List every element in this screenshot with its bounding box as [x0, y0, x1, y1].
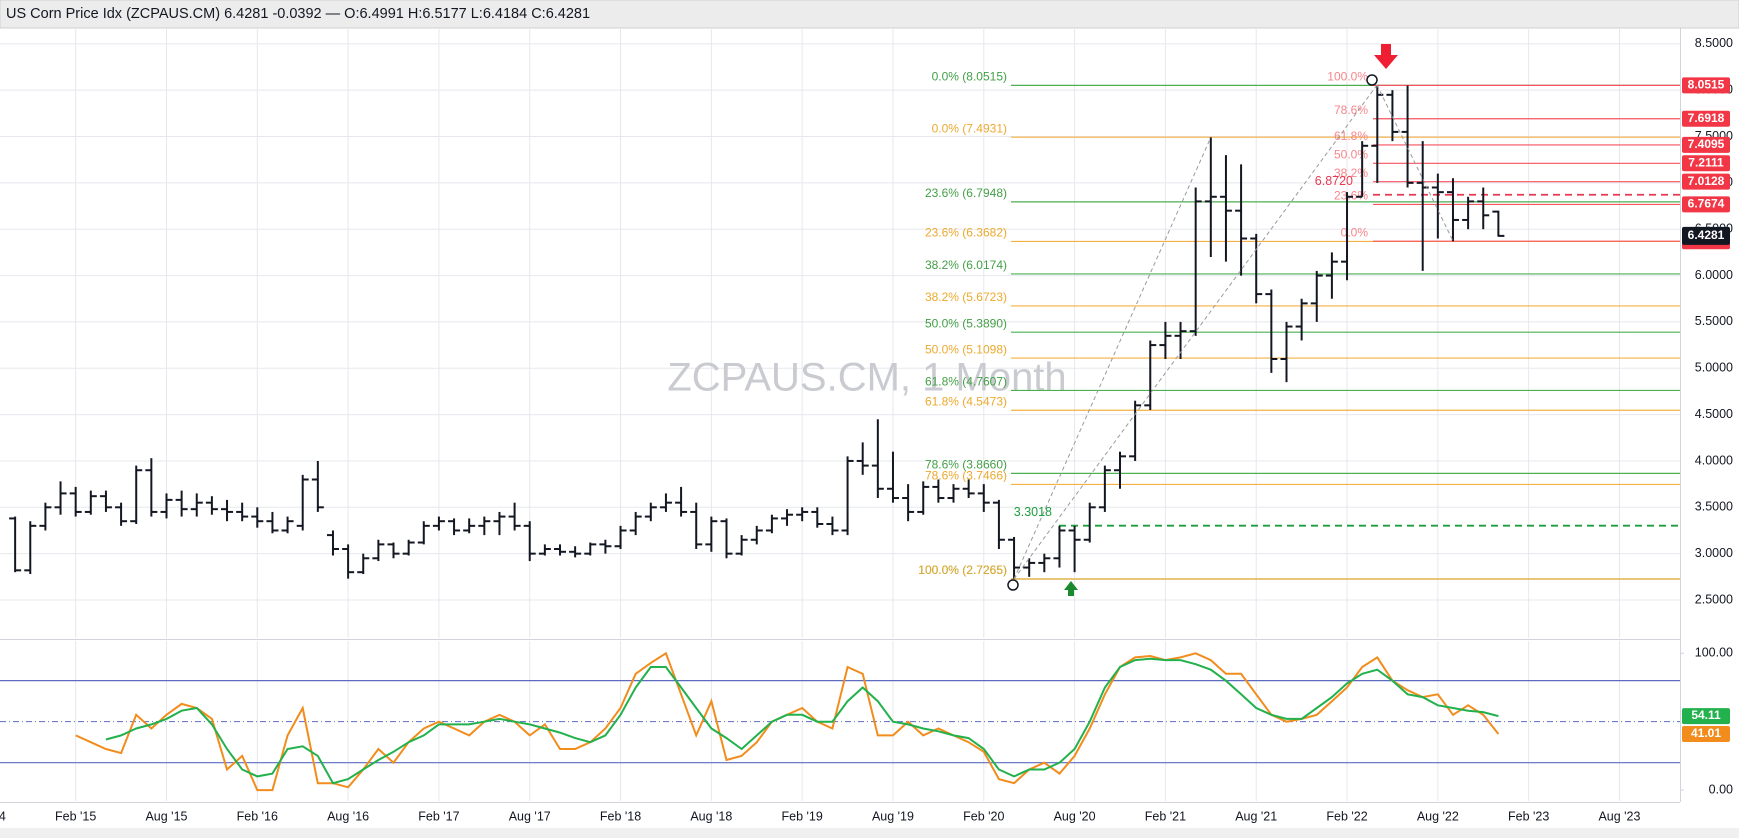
x-tick-label: Feb '23: [1508, 809, 1549, 823]
price-tag-label: 7.6918: [1688, 111, 1725, 125]
fib-label: 61.8% (4.7607): [925, 375, 1007, 389]
price-tag: [1682, 136, 1730, 153]
y-tick-label: 0.00: [1709, 782, 1733, 796]
fib-label: 23.6% (6.7948): [925, 186, 1007, 200]
x-tick-label: Aug '15: [145, 809, 187, 823]
value-tag-label: 54.11: [1691, 708, 1721, 722]
y-tick-label: 3.5000: [1695, 500, 1733, 514]
price-tag: [1682, 173, 1730, 190]
y-tick-label: 3.0000: [1695, 546, 1733, 560]
x-tick-label: Aug '14: [0, 809, 6, 823]
x-tick-label: Aug '20: [1054, 809, 1096, 823]
price-tag: [1682, 77, 1730, 94]
x-tick-label: Feb '19: [782, 809, 823, 823]
y-tick-label: 100.00: [1695, 646, 1733, 660]
drawing-layer: [1007, 44, 1454, 596]
value-tag: [1682, 725, 1730, 742]
y-tick-label: 4.5000: [1695, 407, 1733, 421]
fib-label: 23.6%: [1334, 189, 1368, 203]
fib-label: 50.0%: [1334, 147, 1368, 161]
x-tick-label: Aug '16: [327, 809, 369, 823]
tag-layer: 8.05157.69187.40957.21117.01286.76746.37…: [1682, 77, 1730, 742]
x-tick-label: Feb '20: [963, 809, 1004, 823]
x-tick-label: Feb '17: [418, 809, 459, 823]
y-tick-label: 2.5000: [1695, 592, 1733, 606]
chart-title: US Corn Price Idx (ZCPAUS.CM) 6.4281 -0.…: [6, 6, 590, 22]
x-tick-label: Feb '15: [55, 809, 96, 823]
fib-label: 100.0%: [1327, 70, 1368, 84]
fib-label: 50.0% (5.3890): [925, 316, 1007, 330]
y-tick-label: 5.5000: [1695, 314, 1733, 328]
trend-line: [1013, 136, 1212, 580]
level-label: 6.8720: [1315, 174, 1353, 188]
price-tag: [1682, 196, 1730, 213]
oscillator-layer: [0, 651, 1680, 792]
up-arrow: [1064, 581, 1078, 596]
last-price-label: 6.4281: [1688, 228, 1725, 242]
fib-label: 23.6% (6.3682): [925, 226, 1007, 240]
fib-label: 100.0% (2.7265): [918, 563, 1007, 577]
level-label: 3.3018: [1014, 505, 1052, 519]
footer-strip: [0, 828, 1739, 838]
pivot-marker: [1366, 74, 1378, 86]
x-tick-label: Feb '18: [600, 809, 641, 823]
fib-label: 0.0% (8.0515): [932, 70, 1007, 84]
y-tick-label: 4.0000: [1695, 453, 1733, 467]
header-bar: [0, 0, 1739, 29]
y-tick-label: 6.0000: [1695, 268, 1733, 282]
price-tag-label: 6.7674: [1688, 197, 1725, 211]
fib-label: 0.0%: [1341, 225, 1369, 239]
x-tick-label: Feb '22: [1326, 809, 1367, 823]
value-tag: [1682, 708, 1730, 725]
x-tick-label: Aug '18: [690, 809, 732, 823]
price-tag-label: 8.0515: [1688, 78, 1725, 92]
fib-label: 50.0% (5.1098): [925, 342, 1007, 356]
x-tick-label: Aug '17: [509, 809, 551, 823]
y-tick-label: 5.0000: [1695, 361, 1733, 375]
x-tick-label: Feb '16: [237, 809, 278, 823]
oscillator-line: [105, 657, 1499, 785]
watermark: ZCPAUS.CM, 1 Month: [667, 356, 1066, 400]
fib-label: 38.2%: [1334, 166, 1368, 180]
x-tick-label: Aug '19: [872, 809, 914, 823]
x-tick-label: Aug '23: [1598, 809, 1640, 823]
y-tick-label: 8.5000: [1695, 36, 1733, 50]
value-tag-label: 41.01: [1691, 726, 1721, 740]
trend-line: [1376, 84, 1454, 242]
x-tick-label: Aug '21: [1235, 809, 1277, 823]
fib-label: 78.6% (3.7466): [925, 469, 1007, 483]
down-arrow: [1374, 44, 1398, 69]
price-tag: [1682, 110, 1730, 127]
price-tag-label: 7.0128: [1688, 174, 1725, 188]
fib-label: 78.6%: [1334, 103, 1368, 117]
fib-label: 78.6% (3.8660): [925, 458, 1007, 472]
fib-label: 38.2% (5.6723): [925, 290, 1007, 304]
price-tag: [1682, 155, 1730, 172]
x-tick-label: Aug '22: [1417, 809, 1459, 823]
pivot-marker: [1007, 579, 1019, 591]
bars-layer: [9, 85, 1505, 580]
price-tag-label: 7.2111: [1688, 155, 1724, 169]
fib-label: 61.8% (4.5473): [925, 394, 1007, 408]
fib-label: 38.2% (6.0174): [925, 258, 1007, 272]
last-price-tag: [1682, 226, 1730, 245]
fib-label: 0.0% (7.4931): [932, 121, 1007, 135]
fib-label: 100.0% (2.7265): [918, 563, 1007, 577]
x-tick-label: Feb '21: [1145, 809, 1186, 823]
price-tag-label: 7.4095: [1688, 137, 1725, 151]
